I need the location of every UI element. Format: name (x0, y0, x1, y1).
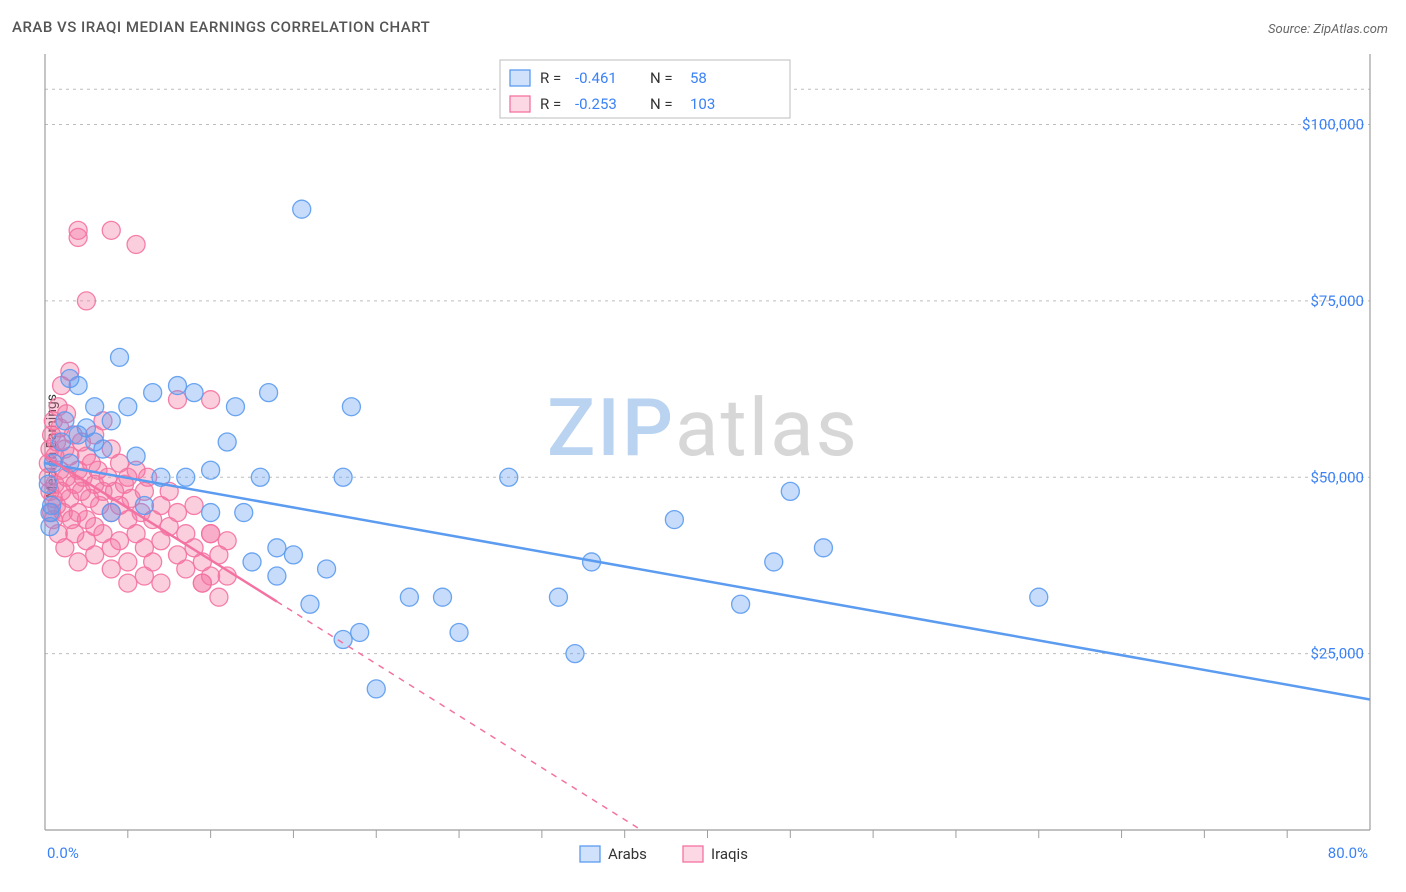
svg-text:Iraqis: Iraqis (711, 845, 748, 863)
svg-text:$25,000: $25,000 (1310, 645, 1364, 663)
gridlines (45, 89, 1370, 653)
x-tick-labels: 0.0% 80.0% (47, 844, 1368, 862)
svg-text:80.0%: 80.0% (1328, 844, 1368, 862)
svg-text:-0.253: -0.253 (575, 95, 617, 113)
svg-text:R =: R = (540, 95, 561, 113)
axes (45, 54, 1370, 838)
legend-correlation: R = -0.461 N = 58 R = -0.253 N = 103 (500, 60, 790, 118)
scatter-points-arabs (39, 200, 1047, 698)
svg-text:$50,000: $50,000 (1310, 468, 1364, 486)
svg-text:58: 58 (690, 69, 707, 87)
y-tick-labels: $25,000 $50,000 $75,000 $100,000 (1302, 116, 1364, 663)
svg-text:Arabs: Arabs (608, 845, 647, 863)
svg-text:N =: N = (650, 95, 673, 113)
svg-text:103: 103 (690, 95, 715, 113)
svg-text:N =: N = (650, 69, 673, 87)
svg-text:-0.461: -0.461 (575, 69, 617, 87)
svg-text:0.0%: 0.0% (47, 844, 79, 862)
legend-series: Arabs Iraqis (580, 845, 748, 863)
svg-text:$75,000: $75,000 (1310, 292, 1364, 310)
svg-text:R =: R = (540, 69, 561, 87)
scatter-chart: $25,000$50,000$75,000$100,000 0.0%80.0% … (0, 0, 1406, 892)
svg-text:$100,000: $100,000 (1302, 116, 1364, 134)
